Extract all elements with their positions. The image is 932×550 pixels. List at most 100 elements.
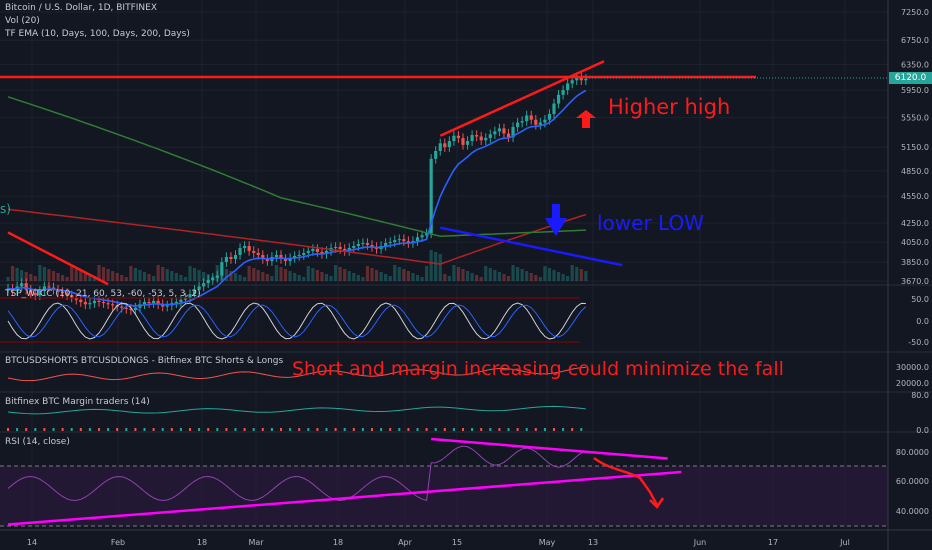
volume-bar — [575, 267, 579, 281]
candle-body — [493, 131, 497, 135]
candle-body — [83, 302, 87, 305]
candle-body — [324, 250, 329, 254]
candle-body — [561, 90, 565, 95]
candle-body — [343, 248, 347, 251]
volume-bar — [279, 267, 283, 281]
volume-bar — [370, 268, 374, 281]
candle-body — [447, 141, 451, 148]
candle-body — [252, 250, 256, 253]
margin-tick — [52, 428, 55, 431]
margin-tick — [261, 428, 264, 431]
wtcc-tick-label: 50.0 — [911, 295, 929, 304]
volume-bar — [261, 272, 265, 281]
volume-bar — [324, 274, 329, 281]
volume-bar — [543, 266, 547, 281]
volume-bar — [156, 265, 160, 281]
margin-tick — [562, 428, 565, 431]
candle-body — [211, 277, 215, 280]
wtcc-tick-label: 0.0 — [916, 317, 929, 326]
margin-tick — [16, 428, 19, 431]
chart-title: Bitcoin / U.S. Dollar, 1D, BITFINEX — [5, 3, 157, 13]
margin-tick — [498, 428, 501, 431]
margin-tick — [198, 428, 201, 431]
volume-bar — [356, 275, 360, 281]
margin-tick — [389, 428, 392, 431]
volume-bar — [297, 275, 301, 281]
volume-bar — [165, 269, 169, 281]
volume-bar — [111, 271, 115, 281]
margin-tick — [298, 428, 301, 431]
candle-body — [288, 257, 292, 262]
candle-body — [484, 138, 488, 141]
margin-tick — [543, 428, 546, 431]
volume-bar — [47, 269, 51, 281]
volume-bar — [152, 276, 156, 281]
candle-body — [92, 300, 97, 304]
candle-body — [511, 126, 515, 138]
candle-body — [338, 246, 342, 249]
margin-tick — [343, 428, 346, 431]
left-fragment-label: s) — [0, 202, 11, 216]
volume-bar — [525, 271, 529, 281]
candle-body — [101, 302, 106, 304]
candle-body — [220, 262, 224, 276]
margin-tick — [280, 428, 282, 431]
volume-bar — [529, 273, 533, 281]
volume-bar — [306, 266, 310, 281]
volume-bar — [174, 273, 178, 281]
volume-bar — [552, 270, 556, 281]
volume-bar — [343, 269, 347, 281]
margin-tick — [352, 428, 355, 431]
volume-bar — [475, 275, 479, 281]
volume-bar — [506, 276, 511, 281]
trendline-lower-low — [439, 226, 623, 267]
volume-bar — [361, 277, 365, 281]
ema-label: TF EMA (10, Days, 100, Days, 200, Days) — [5, 29, 190, 39]
margin-tick — [580, 428, 583, 431]
margin-tick — [179, 428, 182, 431]
fall-arrow-head — [649, 497, 665, 509]
candle-body — [402, 239, 406, 242]
candle-body — [302, 252, 306, 255]
candle-body — [238, 247, 242, 255]
candle-body — [397, 239, 401, 241]
candle-body — [88, 303, 92, 305]
candle-body — [233, 254, 238, 260]
volume-bar — [447, 276, 451, 281]
volume-bar — [566, 276, 570, 281]
volume-bar — [265, 274, 269, 281]
candle-body — [384, 243, 388, 246]
x-tick-label: 14 — [27, 538, 37, 547]
margin-tick — [525, 428, 528, 431]
x-tick-label: 13 — [588, 538, 598, 547]
volume-bar — [438, 254, 442, 281]
price-tick-label: 6750.0 — [901, 36, 929, 45]
volume-bar — [538, 277, 542, 281]
rsi-label: RSI (14, close) — [5, 437, 70, 447]
margin-tick — [88, 428, 91, 431]
candle-body — [352, 245, 356, 248]
volume-bar — [556, 272, 561, 281]
x-tick-label: 15 — [452, 538, 462, 547]
candle-body — [370, 245, 374, 247]
candle-body — [179, 299, 183, 303]
x-tick-label: Apr — [398, 538, 413, 547]
margin-tick — [462, 428, 464, 431]
candle-body — [570, 80, 574, 84]
candle-body — [192, 289, 197, 295]
margin-tick — [380, 428, 383, 431]
margin-tick — [98, 428, 100, 431]
volume-bar — [461, 269, 465, 281]
volume-bar — [256, 270, 260, 281]
candle-body — [188, 294, 192, 298]
volume-bar — [274, 265, 279, 281]
candle-body — [293, 255, 297, 258]
volume-bar — [133, 268, 137, 281]
volume-bar — [79, 270, 83, 281]
price-tick-label: 3670.0 — [901, 277, 929, 286]
candle-body — [38, 290, 42, 296]
trendline-higher-high — [439, 60, 605, 137]
candle-body — [224, 256, 228, 263]
volume-bar — [479, 277, 483, 281]
